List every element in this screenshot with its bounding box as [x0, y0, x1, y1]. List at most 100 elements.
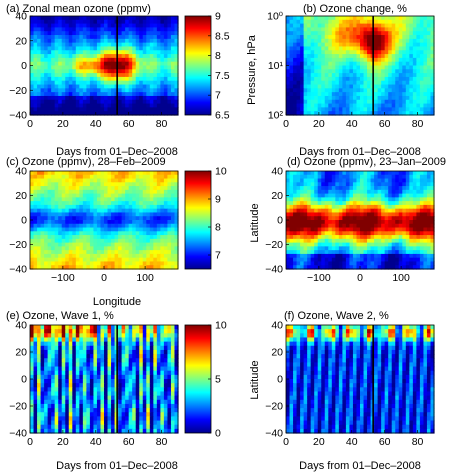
heatmap-cell	[402, 61, 407, 67]
heatmap-cell	[289, 208, 294, 214]
heatmap-cell	[174, 257, 179, 263]
heatmap-cell	[128, 65, 133, 70]
heatmap-cell	[142, 201, 147, 206]
heatmap-cell	[303, 253, 308, 259]
heatmap-cell	[68, 171, 73, 176]
heatmap-cell	[342, 235, 347, 240]
heatmap-cell	[47, 38, 52, 44]
heatmap-cell	[86, 265, 91, 270]
heatmap-cell	[174, 27, 179, 32]
heatmap-cell	[381, 16, 386, 21]
heatmap-cell	[338, 178, 343, 183]
heatmap-cell	[89, 220, 95, 225]
heatmap-cell	[128, 197, 133, 202]
heatmap-cell	[310, 171, 315, 176]
heatmap-cell	[89, 216, 95, 221]
heatmap-cell	[416, 50, 421, 55]
heatmap-cell	[163, 186, 169, 191]
heatmap-cell	[402, 111, 407, 116]
heatmap-cell	[30, 178, 35, 183]
heatmap-cell	[33, 227, 38, 232]
heatmap-cell	[381, 107, 386, 112]
heatmap-cell	[310, 189, 315, 195]
heatmap-cell	[321, 186, 326, 191]
heatmap-cell	[40, 341, 45, 347]
heatmap-cell	[174, 216, 179, 221]
heatmap-cell	[139, 174, 144, 180]
heatmap-cell	[423, 265, 428, 270]
heatmap-cell	[377, 31, 382, 36]
heatmap-cell	[317, 99, 322, 105]
heatmap-cell	[58, 174, 63, 180]
heatmap-cell	[342, 57, 347, 63]
heatmap-cell	[402, 50, 407, 55]
heatmap-cell	[374, 19, 379, 25]
heatmap-cell	[44, 349, 49, 355]
heatmap-cell	[381, 182, 386, 187]
heatmap-cell	[381, 208, 386, 214]
heatmap-cell	[342, 193, 347, 198]
heatmap-cell	[82, 54, 87, 59]
heatmap-cell	[416, 76, 421, 82]
heatmap-cell	[170, 358, 176, 363]
heatmap-cell	[149, 107, 154, 112]
heatmap-cell	[44, 23, 49, 29]
heatmap-cell	[68, 358, 73, 363]
heatmap-cell	[153, 171, 158, 176]
heatmap-cell	[374, 88, 379, 93]
heatmap-cell	[30, 65, 35, 70]
heatmap-cell	[303, 111, 308, 116]
heatmap-cell	[356, 103, 361, 108]
colorbar-tick-label: 8.5	[215, 30, 230, 42]
heatmap-cell	[107, 223, 112, 229]
heatmap-cell	[167, 250, 172, 255]
heatmap-cell	[33, 354, 38, 359]
heatmap-cell	[370, 261, 375, 266]
heatmap-cell	[142, 16, 147, 21]
heatmap-cell	[149, 65, 154, 70]
heatmap-cell	[93, 250, 98, 255]
heatmap-cell	[416, 99, 421, 105]
heatmap-cell	[135, 366, 140, 372]
heatmap-cell	[405, 186, 410, 191]
heatmap-cell	[44, 65, 49, 70]
heatmap-cell	[54, 174, 59, 180]
heatmap-cell	[51, 362, 56, 368]
heatmap-cell	[321, 27, 326, 32]
heatmap-cell	[416, 186, 421, 191]
heatmap-cell	[314, 204, 319, 210]
heatmap-cell	[356, 193, 361, 198]
heatmap-cell	[68, 235, 73, 240]
heatmap-cell	[360, 182, 365, 187]
heatmap-cell	[33, 178, 38, 183]
heatmap-cell	[72, 250, 77, 255]
heatmap-cell	[395, 201, 400, 206]
heatmap-cell	[360, 19, 365, 25]
heatmap-cell	[61, 57, 66, 63]
heatmap-cell	[93, 223, 98, 229]
heatmap-cell	[416, 265, 421, 270]
heatmap-cell	[54, 349, 59, 355]
heatmap-cell	[37, 325, 42, 330]
heatmap-cell	[142, 325, 147, 330]
heatmap-cell	[86, 46, 91, 51]
heatmap-cell	[167, 235, 172, 240]
heatmap-cell	[160, 19, 165, 25]
heatmap-cell	[146, 227, 151, 232]
heatmap-cell	[317, 204, 322, 210]
heatmap-cell	[416, 182, 421, 187]
heatmap-cell	[121, 325, 126, 330]
heatmap-cell	[331, 182, 336, 187]
heatmap-cell	[135, 84, 140, 89]
heatmap-cell	[51, 84, 56, 89]
heatmap-cell	[44, 95, 49, 101]
heatmap-cell	[381, 27, 386, 32]
heatmap-cell	[72, 107, 77, 112]
heatmap-cell	[40, 261, 45, 266]
heatmap-cell	[303, 220, 308, 225]
heatmap-cell	[33, 345, 38, 351]
heatmap-cell	[300, 265, 305, 270]
heatmap-cell	[89, 235, 95, 240]
heatmap-cell	[100, 65, 105, 70]
heatmap-cell	[128, 220, 133, 225]
